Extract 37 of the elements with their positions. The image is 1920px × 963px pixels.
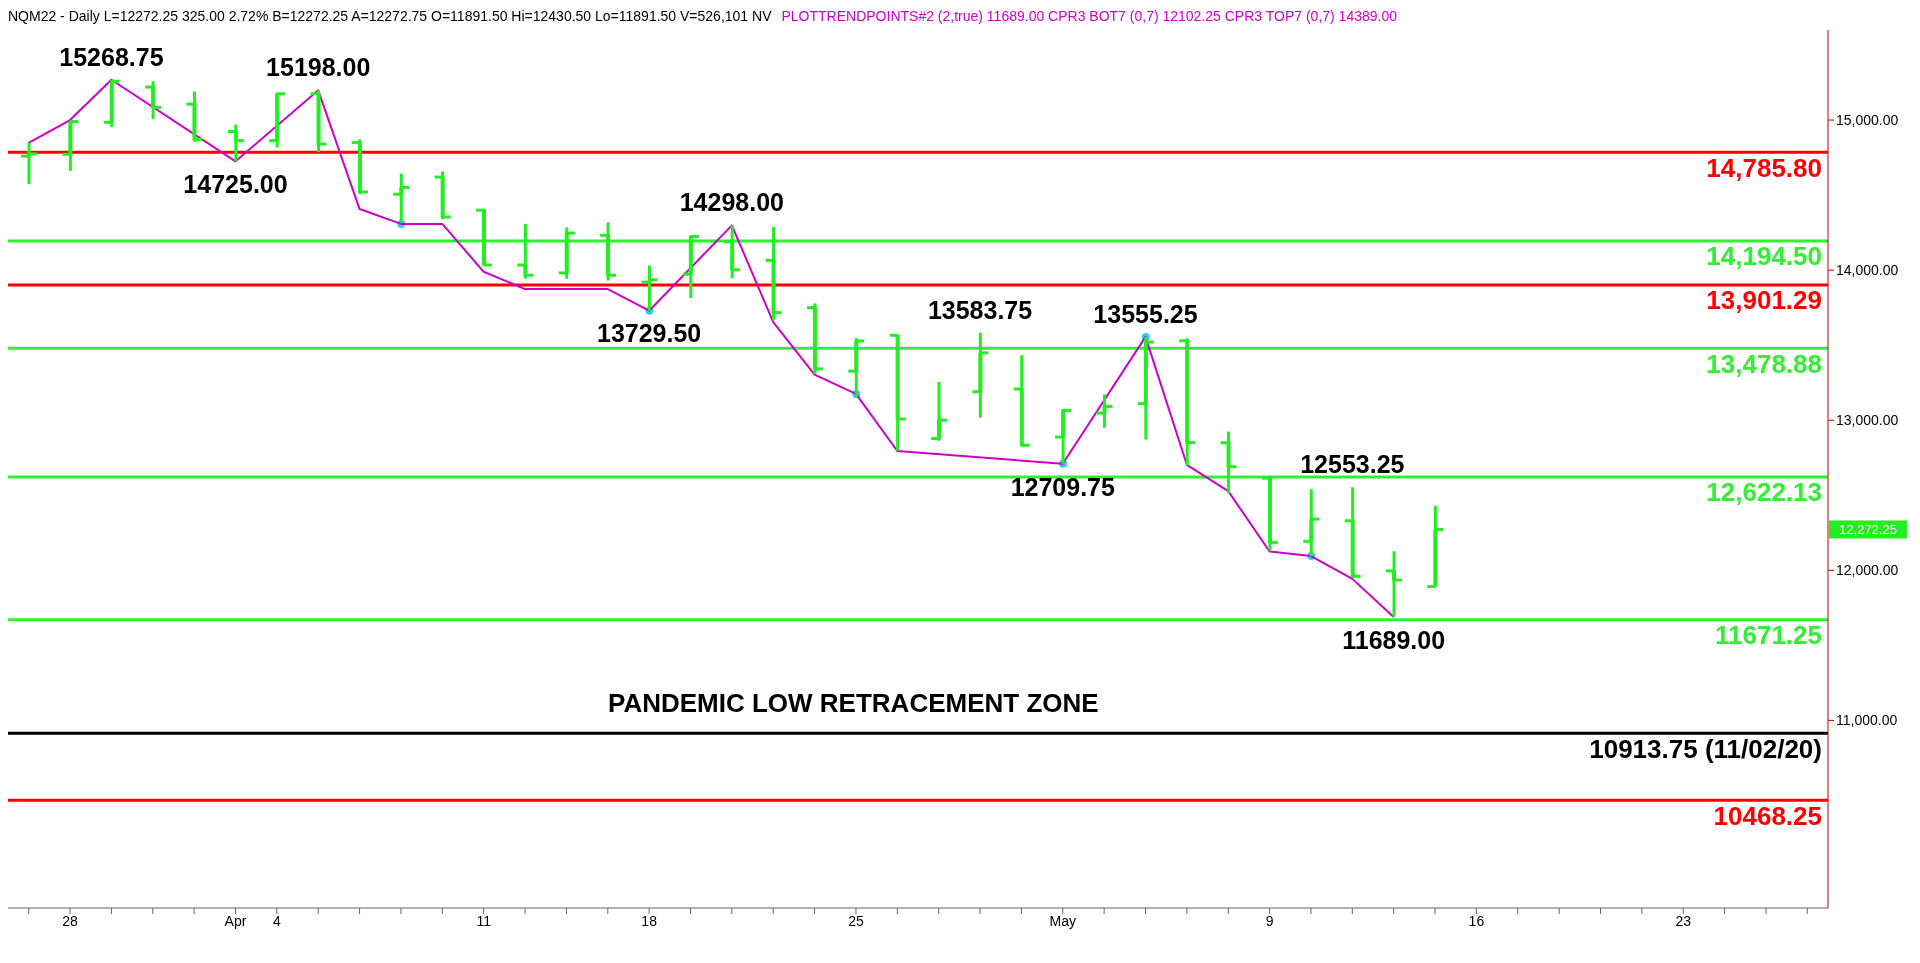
annotation: 12709.75: [1010, 472, 1115, 501]
annotation: 11689.00: [1342, 625, 1446, 654]
ref-line-label: 12,622.13: [1706, 477, 1822, 508]
x-tick-label: 18: [641, 912, 658, 929]
x-tick-label: 11: [476, 912, 492, 929]
annotation: 12553.25: [1300, 450, 1405, 479]
x-tick-label: 23: [1675, 912, 1692, 929]
chart-title: NQM22 - Daily L=12272.25 325.00 2.72% B=12272.25 A=12272.75 O=11891.50 Hi=12430.50 Lo=11891.50 V=526,101 NV: [8, 8, 772, 24]
annotation: 15198.00: [266, 53, 371, 82]
x-tick-label: Apr: [224, 912, 247, 929]
annotation: 14298.00: [679, 188, 784, 217]
annotation: 13583.75: [927, 295, 1033, 324]
x-tick-label: 28: [62, 912, 79, 929]
y-tick-label: 11,000.00: [1836, 712, 1898, 729]
ref-line-label: 10913.75 (11/02/20): [1589, 733, 1822, 764]
x-tick-label: 4: [272, 912, 281, 929]
ref-line-label: 14,785.80: [1706, 152, 1822, 183]
ref-line-label: 13,901.29: [1706, 285, 1822, 316]
ref-line-label: 13,478.88: [1706, 348, 1822, 379]
x-tick-label: 25: [848, 912, 864, 929]
annotation: 13729.50: [597, 319, 702, 348]
x-tick-label: 9: [1265, 912, 1274, 929]
x-tick-label: 16: [1468, 912, 1485, 929]
annotation: 14725.00: [183, 170, 288, 199]
annotation: PANDEMIC LOW RETRACEMENT ZONE: [608, 688, 1099, 719]
ref-line-label: 14,194.50: [1706, 241, 1822, 272]
ref-line-label: 11671.25: [1714, 620, 1822, 651]
y-tick-label: 15,000.00: [1836, 112, 1899, 129]
y-tick-label: 14,000.00: [1836, 262, 1899, 279]
y-tick-label: 13,000.00: [1836, 412, 1899, 429]
annotation: 13555.25: [1093, 299, 1198, 328]
annotation: 15268.75: [59, 42, 164, 71]
x-tick-label: May: [1049, 912, 1076, 929]
ref-line-label: 10468.25: [1713, 800, 1822, 831]
chart-subtitle: PLOTTRENDPOINTS#2 (2,true) 11689.00 CPR3 BOT7 (0,7) 12102.25 CPR3 TOP7 (0,7) 14389.00: [781, 8, 1398, 24]
y-tick-label: 12,000.00: [1836, 562, 1899, 579]
text: 12,272.25: [1839, 522, 1897, 538]
